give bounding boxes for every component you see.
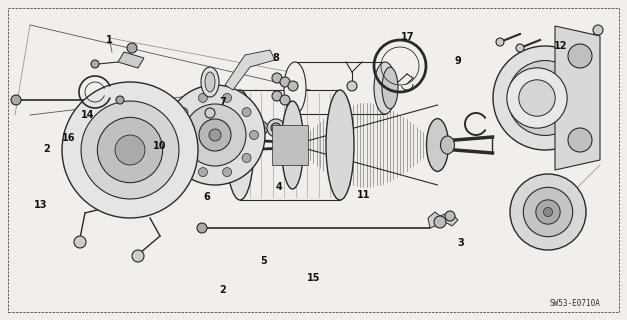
Ellipse shape [326,90,354,200]
Polygon shape [555,26,600,170]
Text: 17: 17 [401,32,414,42]
Ellipse shape [426,119,448,172]
Circle shape [508,60,582,135]
Ellipse shape [271,123,281,133]
Ellipse shape [230,123,240,133]
Text: 5: 5 [260,256,266,266]
FancyBboxPatch shape [272,125,308,165]
Circle shape [242,153,251,163]
Text: 7: 7 [219,97,226,108]
Circle shape [179,108,188,116]
Circle shape [199,119,231,151]
Text: 1: 1 [107,35,113,45]
Ellipse shape [205,72,215,92]
Circle shape [199,93,208,102]
Circle shape [493,46,597,150]
Circle shape [205,108,215,118]
Polygon shape [428,212,458,228]
Circle shape [172,131,181,140]
Circle shape [516,44,524,52]
Text: 9: 9 [455,56,461,66]
Ellipse shape [201,67,219,97]
Ellipse shape [272,91,282,101]
Text: 16: 16 [62,132,76,143]
Ellipse shape [257,124,265,132]
Text: 6: 6 [204,192,210,202]
Polygon shape [225,50,275,90]
Circle shape [62,82,198,218]
Ellipse shape [226,119,244,137]
Ellipse shape [374,62,396,114]
Circle shape [519,80,555,116]
Circle shape [11,95,21,105]
Ellipse shape [267,119,285,137]
Circle shape [223,168,231,177]
Ellipse shape [284,62,306,114]
Circle shape [496,38,504,46]
Ellipse shape [244,124,252,132]
Circle shape [536,200,560,224]
Circle shape [127,43,137,53]
Circle shape [445,211,455,221]
Ellipse shape [226,90,254,200]
Circle shape [197,223,207,233]
Ellipse shape [280,95,290,105]
Circle shape [116,96,124,104]
Text: 15: 15 [307,273,320,284]
Text: 12: 12 [554,41,568,52]
Circle shape [184,104,246,166]
Circle shape [593,25,603,35]
Circle shape [223,93,231,102]
Circle shape [179,153,188,163]
Text: 2: 2 [44,144,50,154]
Circle shape [74,236,86,248]
Circle shape [535,89,554,108]
Text: 10: 10 [153,140,167,151]
Circle shape [434,216,446,228]
Text: 4: 4 [276,182,282,192]
Circle shape [568,44,592,68]
Text: 13: 13 [34,200,48,210]
Circle shape [81,101,179,199]
Polygon shape [118,52,144,68]
Circle shape [347,81,357,91]
Text: 14: 14 [81,110,95,120]
Text: SW53-E0710A: SW53-E0710A [549,299,600,308]
Circle shape [165,85,265,185]
Ellipse shape [280,77,290,87]
Circle shape [568,128,592,152]
Circle shape [522,75,569,121]
Ellipse shape [441,136,455,154]
Circle shape [199,168,208,177]
Text: 2: 2 [219,284,226,295]
Circle shape [544,207,552,217]
Circle shape [91,60,99,68]
Ellipse shape [254,121,268,135]
Circle shape [507,68,567,128]
Circle shape [115,135,145,165]
Circle shape [132,250,144,262]
Circle shape [510,174,586,250]
Text: 8: 8 [273,52,279,63]
Ellipse shape [272,73,282,83]
Ellipse shape [241,121,255,135]
Ellipse shape [282,101,303,189]
Circle shape [242,108,251,116]
Circle shape [250,131,258,140]
Circle shape [209,129,221,141]
Circle shape [524,187,572,237]
Text: 11: 11 [357,190,371,200]
Circle shape [97,117,162,183]
Ellipse shape [382,67,398,109]
Ellipse shape [288,81,298,91]
Text: 3: 3 [458,238,464,248]
